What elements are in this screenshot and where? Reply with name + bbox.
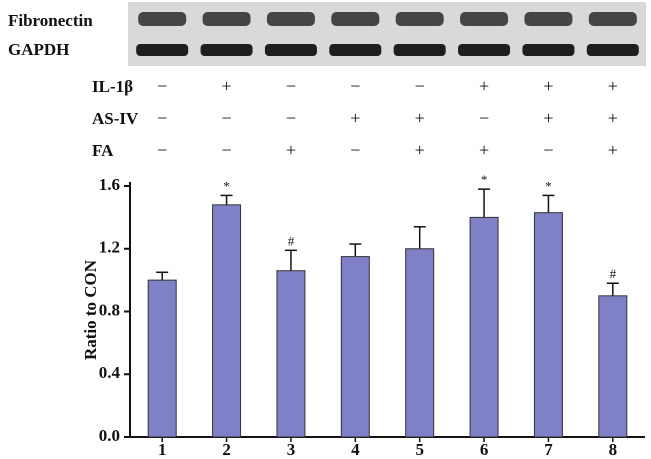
treatment-sign: − [221, 108, 231, 128]
bar [470, 217, 498, 437]
blot-band [201, 44, 253, 56]
treatment-sign: − [479, 108, 489, 128]
blot-band [524, 12, 572, 26]
y-tick-label: 0.8 [99, 300, 120, 319]
bar [213, 205, 241, 437]
bar [406, 249, 434, 437]
treatment-sign: − [221, 140, 231, 160]
treatment-sign: + [415, 140, 425, 160]
x-tick-label: 4 [351, 440, 360, 459]
blot-band [522, 44, 574, 56]
blot-background [128, 2, 646, 66]
blot-band [267, 12, 315, 26]
blot-band [203, 12, 251, 26]
blot-band [265, 44, 317, 56]
blot-band [394, 44, 446, 56]
significance-mark: # [288, 233, 295, 248]
treatment-sign: − [286, 76, 296, 96]
treatment-sign: + [608, 108, 618, 128]
bar [148, 280, 176, 437]
treatment-sign: + [608, 76, 618, 96]
treatment-label: IL-1β [92, 77, 133, 96]
y-tick-label: 1.6 [99, 175, 120, 194]
significance-mark: * [223, 178, 230, 193]
treatment-label: AS-IV [92, 109, 139, 128]
blot-band [396, 12, 444, 26]
treatment-sign: − [286, 108, 296, 128]
y-tick-label: 0.4 [99, 363, 121, 382]
treatment-sign: + [543, 76, 553, 96]
y-axis-label: Ratio to CON [81, 259, 100, 360]
treatment-label: FA [92, 141, 114, 160]
x-tick-label: 8 [609, 440, 618, 459]
treatment-sign: + [350, 108, 360, 128]
treatment-sign: + [286, 140, 296, 160]
blot-label: Fibronectin [8, 11, 93, 30]
treatment-sign: − [415, 76, 425, 96]
blot-band [138, 12, 186, 26]
x-tick-label: 3 [287, 440, 296, 459]
blot-band [458, 44, 510, 56]
treatment-sign: + [221, 76, 231, 96]
treatment-sign: − [157, 140, 167, 160]
x-tick-label: 7 [544, 440, 553, 459]
x-tick-label: 6 [480, 440, 489, 459]
blot-band [460, 12, 508, 26]
treatment-sign: + [479, 140, 489, 160]
treatment-sign: + [415, 108, 425, 128]
blot-band [329, 44, 381, 56]
treatment-sign: − [543, 140, 553, 160]
y-tick-label: 1.2 [99, 238, 120, 257]
blot-band [331, 12, 379, 26]
x-tick-label: 1 [158, 440, 167, 459]
figure: Fibronectin GAPDH Ratio to CON IL-1β − + − −… [0, 0, 651, 459]
treatment-sign: − [350, 140, 360, 160]
treatment-sign: + [479, 76, 489, 96]
treatment-sign: − [157, 76, 167, 96]
y-tick-label: 0.0 [99, 426, 120, 445]
blot-image [128, 2, 646, 66]
significance-mark: * [545, 178, 552, 193]
treatment-sign: − [157, 108, 167, 128]
x-tick-label: 5 [415, 440, 424, 459]
blot-band [587, 44, 639, 56]
significance-mark: * [481, 172, 488, 187]
bar [277, 271, 305, 437]
bar [534, 213, 562, 437]
x-tick-label: 2 [222, 440, 231, 459]
bar [341, 257, 369, 437]
treatment-sign: + [608, 140, 618, 160]
significance-mark: # [610, 266, 617, 281]
treatment-sign: + [543, 108, 553, 128]
blot-band [589, 12, 637, 26]
blot-band [136, 44, 188, 56]
treatment-sign: − [350, 76, 360, 96]
bar [599, 296, 627, 437]
blot-label: GAPDH [8, 40, 69, 59]
